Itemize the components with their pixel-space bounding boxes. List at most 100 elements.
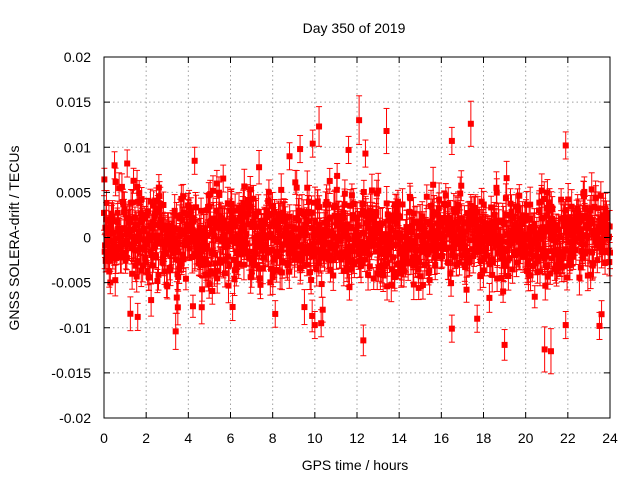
data-point <box>199 276 206 302</box>
point-marker <box>203 207 210 214</box>
point-marker <box>132 262 139 269</box>
point-marker <box>127 226 134 233</box>
point-marker <box>367 237 374 244</box>
point-marker <box>379 220 386 227</box>
point-marker <box>216 191 223 198</box>
point-marker <box>175 241 182 248</box>
point-marker <box>370 275 377 282</box>
point-marker <box>250 254 257 261</box>
point-marker <box>416 225 423 232</box>
point-marker <box>317 254 324 261</box>
point-marker <box>278 186 285 193</box>
point-marker <box>153 253 160 260</box>
point-marker <box>123 254 130 261</box>
point-marker <box>193 204 200 211</box>
point-marker <box>390 242 397 249</box>
point-marker <box>434 228 441 235</box>
point-marker <box>137 244 144 251</box>
point-marker <box>364 242 371 249</box>
point-marker <box>232 207 239 214</box>
point-marker <box>369 216 376 223</box>
point-marker <box>277 232 284 239</box>
data-point <box>256 150 263 185</box>
point-marker <box>332 203 339 210</box>
point-marker <box>131 239 138 246</box>
point-marker <box>301 304 308 311</box>
point-marker <box>265 198 272 205</box>
point-marker <box>225 282 232 289</box>
point-marker <box>167 267 174 274</box>
point-marker <box>303 261 310 268</box>
point-marker <box>124 241 131 248</box>
point-marker <box>344 221 351 228</box>
point-marker <box>133 273 140 280</box>
point-marker <box>360 188 367 195</box>
point-marker <box>257 281 264 288</box>
point-marker <box>199 261 206 268</box>
data-point <box>430 166 437 203</box>
point-marker <box>260 254 267 261</box>
data-point <box>341 179 348 208</box>
point-marker <box>249 259 256 266</box>
point-marker <box>189 303 196 310</box>
point-marker <box>139 262 146 269</box>
point-marker <box>348 192 355 199</box>
point-marker <box>230 256 237 263</box>
point-marker <box>174 304 181 311</box>
point-marker <box>225 228 232 235</box>
point-marker <box>279 209 286 216</box>
point-marker <box>416 259 423 266</box>
point-marker <box>304 184 311 191</box>
point-marker <box>198 304 205 311</box>
point-marker <box>255 265 262 272</box>
point-marker <box>440 240 447 247</box>
point-marker <box>270 236 277 243</box>
point-marker <box>209 288 216 295</box>
point-marker <box>347 202 354 209</box>
point-marker <box>431 209 438 216</box>
point-marker <box>350 200 357 207</box>
point-marker <box>447 270 454 277</box>
data-point <box>448 269 455 297</box>
point-marker <box>259 265 266 272</box>
point-marker <box>213 207 220 214</box>
point-marker <box>437 223 444 230</box>
point-marker <box>266 223 273 230</box>
point-marker <box>237 250 244 257</box>
point-marker <box>369 212 376 219</box>
point-marker <box>419 281 426 288</box>
point-marker <box>276 253 283 260</box>
point-marker <box>106 244 113 251</box>
point-marker <box>315 259 322 266</box>
point-marker <box>296 225 303 232</box>
point-marker <box>365 271 372 278</box>
point-marker <box>419 213 426 220</box>
data-point <box>182 267 189 291</box>
point-marker <box>353 241 360 248</box>
point-marker <box>159 259 166 266</box>
point-marker <box>347 257 354 264</box>
point-marker <box>428 242 435 249</box>
point-marker <box>375 264 382 271</box>
point-marker <box>149 219 156 226</box>
point-marker <box>221 270 228 277</box>
point-marker <box>448 219 455 226</box>
point-marker <box>109 213 116 220</box>
point-marker <box>134 183 141 190</box>
point-marker <box>394 220 401 227</box>
point-marker <box>244 196 251 203</box>
data-point <box>189 294 196 318</box>
point-marker <box>272 310 279 317</box>
point-marker <box>307 247 314 254</box>
point-marker <box>324 248 331 255</box>
point-marker <box>291 225 298 232</box>
point-marker <box>228 201 235 208</box>
point-marker <box>326 215 333 222</box>
point-marker <box>236 204 243 211</box>
data-point <box>292 169 299 195</box>
point-marker <box>394 198 401 205</box>
point-marker <box>127 219 134 226</box>
point-marker <box>206 222 213 229</box>
data-point <box>138 254 145 288</box>
point-marker <box>214 222 221 229</box>
